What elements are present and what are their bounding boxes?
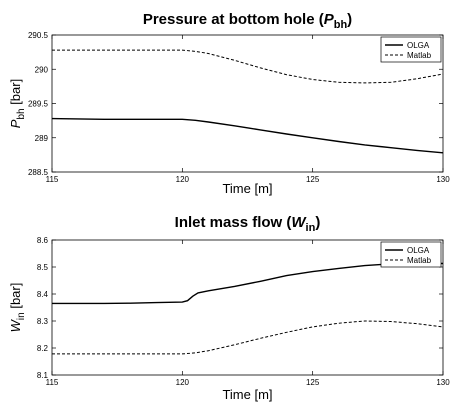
- x-tick-label: 130: [436, 378, 450, 387]
- x-tick-label: 125: [306, 175, 320, 184]
- x-tick-label: 120: [176, 378, 190, 387]
- y-axis-label-unit: [bar]: [8, 79, 23, 109]
- chart-title-close: ): [315, 214, 320, 231]
- x-axis-label: Time [m]: [222, 387, 272, 402]
- legend-box: [380, 241, 442, 268]
- y-axis-label-unit: [bar]: [8, 283, 23, 313]
- plot-area: [51, 239, 444, 376]
- y-tick-label: 290.5: [28, 31, 49, 40]
- y-tick-label: 290: [35, 65, 49, 74]
- chart-title-var: W: [291, 214, 307, 231]
- y-tick-label: 289.5: [28, 100, 49, 109]
- legend-entry: Matlab: [407, 51, 432, 60]
- y-tick-label: 289: [35, 134, 49, 143]
- y-axis-label-var: W: [8, 318, 23, 332]
- chart-panel-1: Pressure at bottom hole (Pbh)115 120 125 13…: [8, 11, 450, 196]
- chart-panel-2: Inlet mass flow (Win)115 120 125 1308.18.28…: [8, 214, 450, 402]
- x-tick-label: 115: [46, 175, 59, 184]
- x-axis-label: Time [m]: [222, 181, 272, 196]
- legend-entry: OLGA: [407, 246, 430, 255]
- series-line-matlab: [52, 49, 444, 84]
- series-line-olga: [51, 117, 444, 154]
- y-tick-label: 8.1: [37, 371, 49, 380]
- legend-entry: Matlab: [407, 256, 432, 265]
- legend-entry: OLGA: [407, 41, 430, 50]
- y-axis-label-var: P: [8, 119, 23, 128]
- y-tick-label: 8.5: [37, 263, 49, 272]
- y-tick-label: 8.6: [37, 236, 49, 245]
- x-tick-label: 130: [436, 175, 450, 184]
- y-tick-label: 8.3: [37, 317, 49, 326]
- x-tick-label: 120: [176, 175, 190, 184]
- y-tick-label: 8.4: [37, 290, 49, 299]
- x-tick-label: 125: [306, 378, 320, 387]
- y-tick-label: 288.5: [28, 168, 49, 177]
- chart-title-text: Pressure at bottom hole (: [143, 11, 324, 28]
- chart-title-sub: in: [306, 222, 316, 234]
- chart-title-var: P: [324, 11, 335, 28]
- y-axis-label: Pbh [bar]: [8, 79, 27, 128]
- legend-box: [380, 36, 442, 63]
- x-tick-label: 115: [46, 378, 59, 387]
- y-axis-label: Win [bar]: [8, 283, 27, 333]
- y-axis-label-sub: in: [16, 312, 27, 320]
- y-axis-label-sub: bh: [16, 108, 27, 119]
- series-line-olga: [52, 262, 444, 305]
- chart-title: Pressure at bottom hole (Pbh): [143, 11, 352, 31]
- chart-title: Inlet mass flow (Win): [175, 214, 321, 234]
- chart-title-text: Inlet mass flow (: [175, 214, 292, 231]
- plot-area: [51, 34, 444, 173]
- y-tick-label: 8.2: [37, 344, 49, 353]
- chart-title-close: ): [347, 11, 352, 28]
- chart-title-sub: bh: [334, 19, 348, 31]
